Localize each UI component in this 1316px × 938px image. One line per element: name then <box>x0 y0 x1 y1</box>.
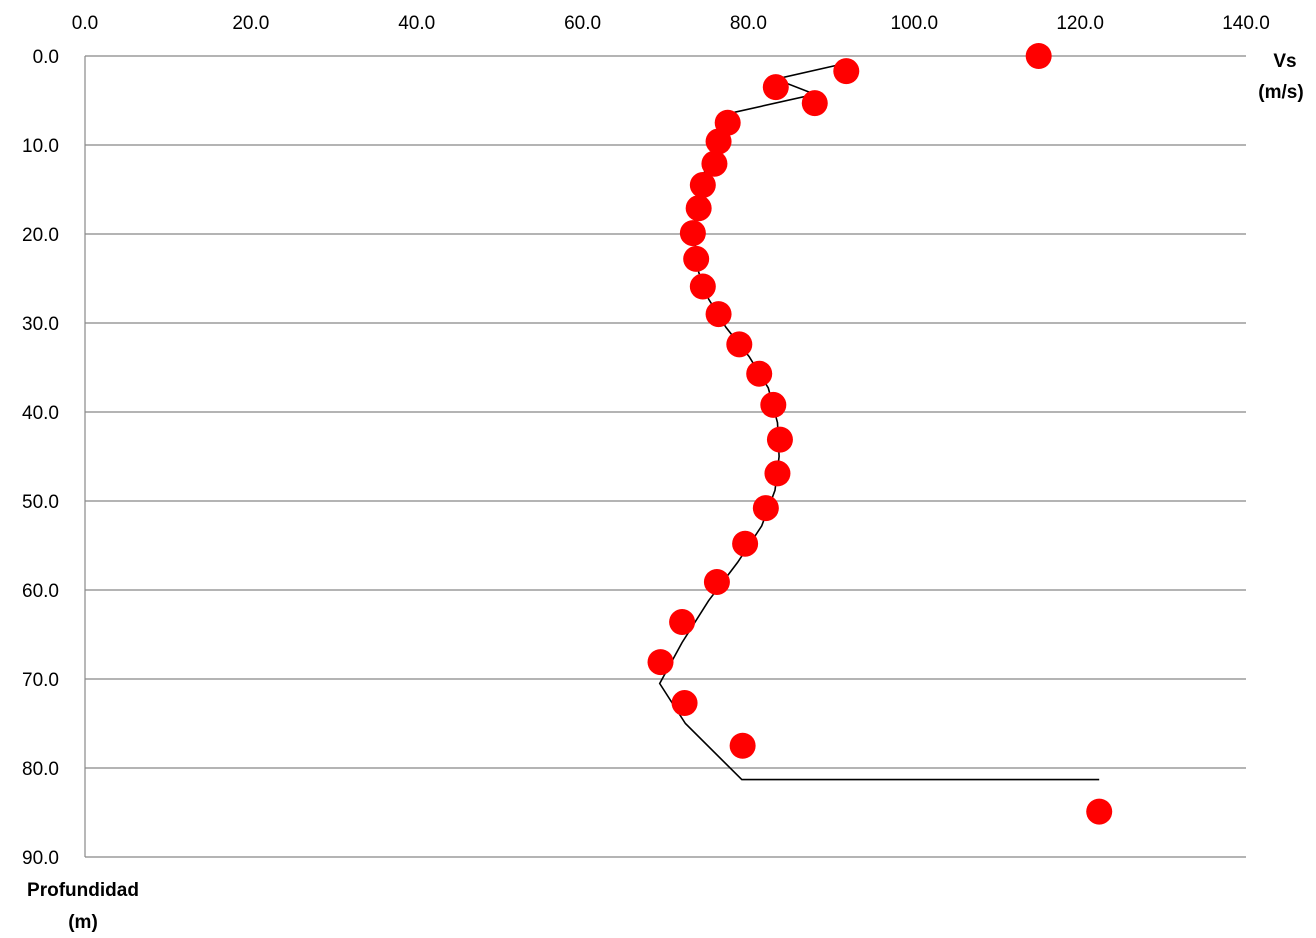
x-tick-label: 120.0 <box>1056 13 1104 34</box>
data-point <box>732 530 759 557</box>
x-tick-label: 80.0 <box>730 13 767 34</box>
x-axis-title-line1: Vs <box>1273 51 1296 72</box>
y-tick-label: 20.0 <box>22 225 59 246</box>
gridlines <box>85 55 1246 858</box>
data-point <box>689 273 716 300</box>
data-point <box>762 74 789 101</box>
data-point <box>647 649 674 676</box>
y-tick-labels: 0.0 10.0 20.0 30.0 40.0 50.0 60.0 70.0 80.0 90.0 <box>22 47 59 869</box>
data-point <box>726 331 753 358</box>
data-point <box>760 391 787 418</box>
data-point <box>729 732 756 759</box>
series-line <box>658 62 1100 781</box>
y-axis-title-line1: Profundidad <box>27 880 139 901</box>
data-point <box>752 495 779 522</box>
data-point <box>1025 43 1052 69</box>
x-tick-label: 140.0 <box>1222 13 1270 34</box>
data-point <box>746 360 773 387</box>
y-tick-label: 0.0 <box>33 47 59 68</box>
data-point <box>669 609 696 636</box>
y-tick-label: 60.0 <box>22 581 59 602</box>
data-point <box>703 568 730 595</box>
x-tick-label: 40.0 <box>398 13 435 34</box>
data-point <box>801 90 828 117</box>
x-tick-label: 0.0 <box>72 13 98 34</box>
data-point <box>833 58 860 85</box>
y-tick-label: 10.0 <box>22 136 59 157</box>
x-tick-label: 100.0 <box>891 13 939 34</box>
x-tick-label: 60.0 <box>564 13 601 34</box>
x-tick-labels: 0.0 20.0 40.0 60.0 80.0 100.0 120.0 140.0 <box>72 13 1270 34</box>
x-tick-label: 20.0 <box>232 13 269 34</box>
data-point <box>705 128 732 155</box>
y-tick-label: 70.0 <box>22 670 59 691</box>
data-point <box>766 426 793 453</box>
data-points <box>647 43 1113 825</box>
data-point <box>705 301 732 328</box>
data-point <box>671 690 698 717</box>
y-axis-title-line2: (m) <box>68 912 98 933</box>
y-tick-label: 30.0 <box>22 314 59 335</box>
data-point <box>679 220 706 247</box>
data-point <box>685 195 712 222</box>
y-tick-label: 80.0 <box>22 759 59 780</box>
y-tick-label: 90.0 <box>22 848 59 869</box>
x-axis-title-line2: (m/s) <box>1258 82 1303 103</box>
y-tick-label: 50.0 <box>22 492 59 513</box>
data-point <box>683 245 710 272</box>
data-point <box>764 460 791 487</box>
y-tick-label: 40.0 <box>22 403 59 424</box>
data-point <box>689 172 716 199</box>
data-point <box>701 150 728 177</box>
data-point <box>1086 798 1113 825</box>
